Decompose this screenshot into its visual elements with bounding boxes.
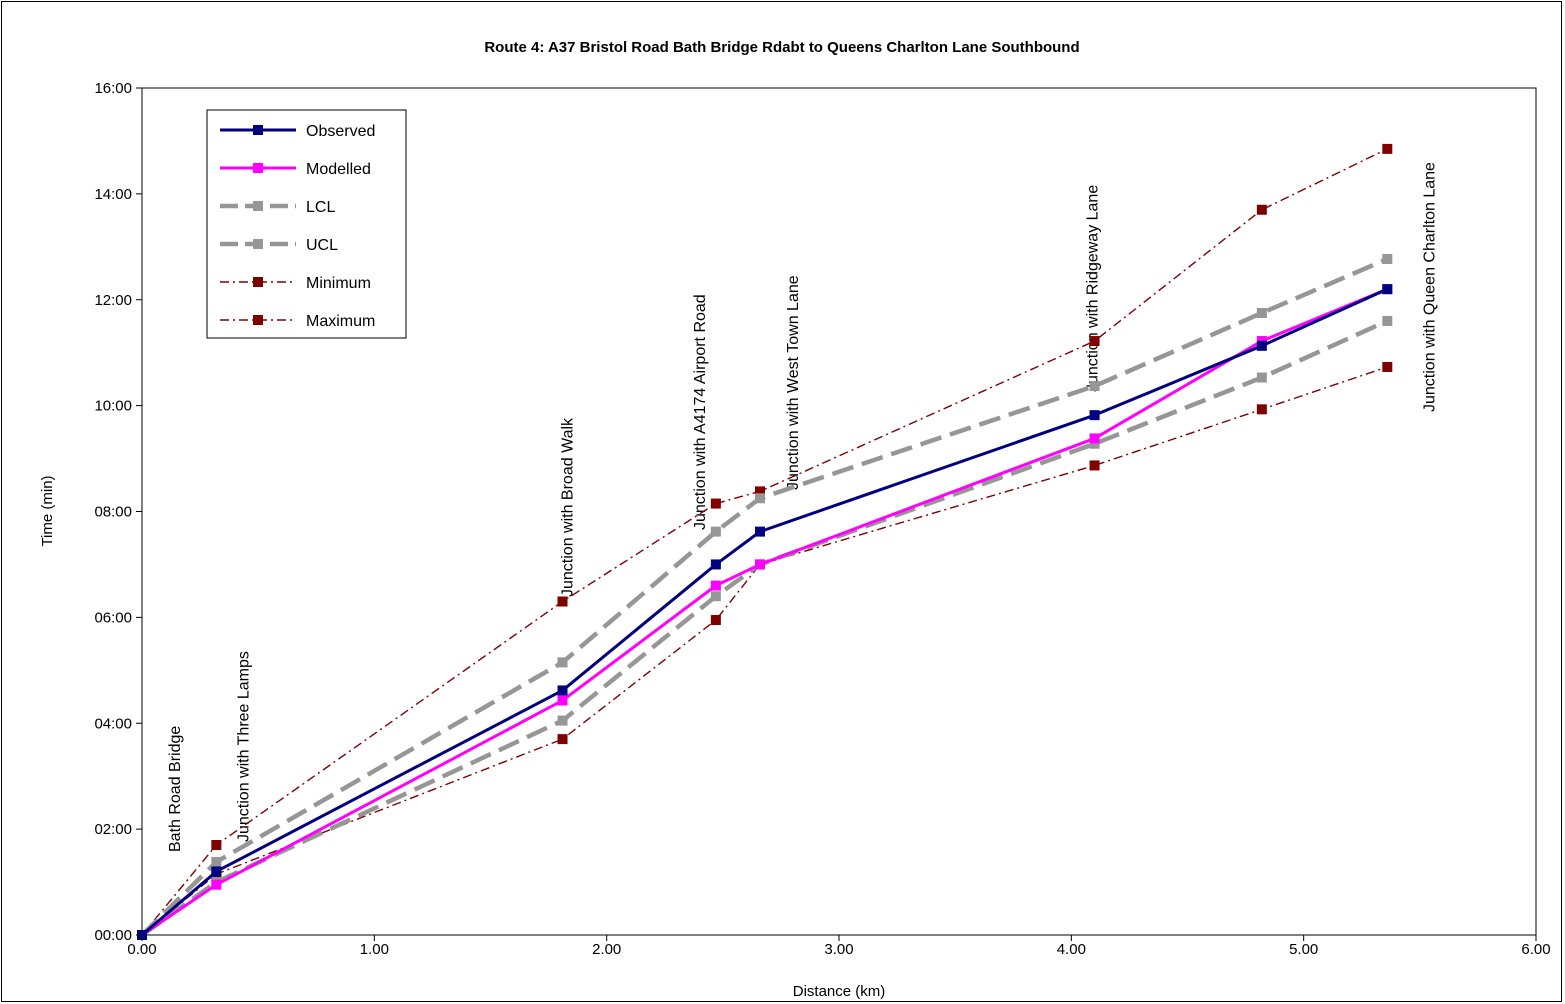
legend-item-maximum: Maximum bbox=[220, 313, 375, 330]
y-tick-label: 04:00 bbox=[94, 715, 132, 732]
legend-item-modelled: Modelled bbox=[220, 161, 371, 178]
legend-label: Modelled bbox=[306, 161, 371, 178]
data-point bbox=[557, 715, 568, 726]
y-tick-label: 14:00 bbox=[94, 186, 132, 203]
data-point bbox=[1382, 284, 1393, 295]
data-point bbox=[211, 840, 222, 851]
data-point bbox=[1256, 404, 1267, 415]
data-point bbox=[1382, 253, 1393, 264]
legend-label: Observed bbox=[306, 123, 375, 140]
y-axis-label: Time (min) bbox=[39, 475, 56, 546]
data-point bbox=[557, 596, 568, 607]
legend-item-ucl: UCL bbox=[220, 237, 338, 254]
y-tick-label: 10:00 bbox=[94, 398, 132, 415]
data-point bbox=[710, 615, 721, 626]
series-ucl bbox=[137, 253, 1393, 940]
data-point bbox=[710, 580, 721, 591]
y-axis: 00:00 02:00 04:00 06:00 08:00 10:00 12:00 14:00… bbox=[94, 80, 142, 944]
x-tick-label: 0.00 bbox=[127, 941, 156, 958]
legend-label: Maximum bbox=[306, 313, 375, 330]
data-point bbox=[211, 866, 222, 877]
data-point bbox=[755, 486, 766, 497]
legend-swatch-marker bbox=[253, 163, 263, 173]
data-point bbox=[557, 695, 568, 706]
data-point bbox=[1089, 381, 1100, 392]
data-point bbox=[710, 498, 721, 509]
annotation-junction-with-ridgeway-lane: Junction with Ridgeway Lane bbox=[1085, 185, 1102, 392]
legend-item-lcl: LCL bbox=[220, 199, 335, 216]
data-point bbox=[1089, 438, 1100, 449]
legend-swatch-marker bbox=[253, 277, 263, 287]
data-point bbox=[557, 657, 568, 668]
data-point bbox=[755, 526, 766, 537]
annotation-junction-with-queen-charlton-lane: Junction with Queen Charlton Lane bbox=[1421, 162, 1438, 412]
data-point bbox=[710, 526, 721, 537]
data-point bbox=[1256, 340, 1267, 351]
data-point bbox=[1256, 204, 1267, 215]
data-point bbox=[1089, 460, 1100, 471]
y-tick-label: 16:00 bbox=[94, 80, 132, 97]
series-line-minimum bbox=[141, 366, 1388, 936]
legend-swatch-marker bbox=[253, 201, 263, 211]
series-line-maximum bbox=[141, 148, 1388, 936]
data-point bbox=[755, 493, 766, 504]
x-tick-label: 4.00 bbox=[1057, 941, 1086, 958]
x-tick-label: 1.00 bbox=[360, 941, 389, 958]
x-tick-label: 5.00 bbox=[1289, 941, 1318, 958]
legend-label: Minimum bbox=[306, 275, 371, 292]
data-point bbox=[1089, 433, 1100, 444]
y-tick-label: 08:00 bbox=[94, 504, 132, 521]
annotation-junction-with-a4174-airport-road: Junction with A4174 Airport Road bbox=[692, 294, 709, 530]
series-line-ucl bbox=[140, 256, 1389, 937]
annotations: Bath Road Bridge Junction with Three Lamp… bbox=[167, 162, 1438, 852]
x-axis: 0.00 1.00 2.00 3.00 4.00 5.00 6.00 bbox=[127, 935, 1551, 958]
data-point bbox=[1382, 143, 1393, 154]
y-tick-label: 06:00 bbox=[94, 609, 132, 626]
data-point bbox=[557, 734, 568, 745]
data-point bbox=[1256, 372, 1267, 383]
data-point bbox=[1089, 336, 1100, 347]
x-tick-label: 2.00 bbox=[592, 941, 621, 958]
data-point bbox=[1382, 361, 1393, 372]
legend-item-minimum: Minimum bbox=[220, 275, 371, 292]
data-point bbox=[211, 879, 222, 890]
legend: Observed Modelled LCL UCL Minimum Maximum bbox=[206, 109, 407, 339]
y-tick-label: 02:00 bbox=[94, 821, 132, 838]
data-point bbox=[755, 559, 766, 570]
legend-swatch-marker bbox=[253, 239, 263, 249]
series-observed bbox=[137, 284, 1393, 940]
series-line-lcl bbox=[140, 318, 1389, 937]
data-point bbox=[557, 685, 568, 696]
legend-swatch-marker bbox=[253, 125, 263, 135]
annotation-junction-with-three-lamps: Junction with Three Lamps bbox=[235, 651, 252, 842]
legend-label: LCL bbox=[306, 199, 335, 216]
x-tick-label: 6.00 bbox=[1521, 941, 1550, 958]
y-tick-label: 12:00 bbox=[94, 292, 132, 309]
annotation-bath-road-bridge: Bath Road Bridge bbox=[167, 726, 184, 852]
series-layer bbox=[137, 143, 1393, 940]
data-point bbox=[710, 559, 721, 570]
data-point bbox=[710, 591, 721, 602]
chart-title: Route 4: A37 Bristol Road Bath Bridge Rd… bbox=[484, 39, 1079, 56]
legend-swatch-marker bbox=[253, 315, 263, 325]
legend-box bbox=[206, 109, 407, 339]
legend-label: UCL bbox=[306, 237, 338, 254]
series-line-observed bbox=[141, 287, 1388, 937]
data-point bbox=[1382, 315, 1393, 326]
y-tick-label: 00:00 bbox=[94, 927, 132, 944]
x-axis-label: Distance (km) bbox=[793, 983, 886, 1000]
data-point bbox=[211, 856, 222, 867]
annotation-junction-with-broad-walk: Junction with Broad Walk bbox=[560, 417, 577, 597]
x-tick-label: 3.00 bbox=[824, 941, 853, 958]
data-point bbox=[1089, 410, 1100, 421]
data-point bbox=[1256, 307, 1267, 318]
annotation-junction-with-west-town-lane: Junction with West Town Lane bbox=[785, 275, 802, 490]
legend-item-observed: Observed bbox=[220, 123, 375, 140]
